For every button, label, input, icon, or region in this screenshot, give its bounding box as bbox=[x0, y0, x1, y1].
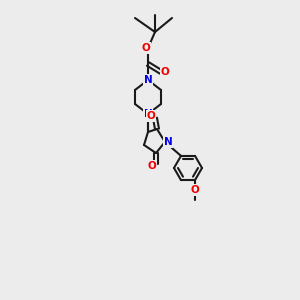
Text: O: O bbox=[160, 67, 169, 77]
Text: N: N bbox=[164, 137, 172, 147]
Text: O: O bbox=[190, 185, 200, 195]
Text: O: O bbox=[142, 43, 150, 53]
Text: N: N bbox=[144, 109, 152, 119]
Text: N: N bbox=[144, 75, 152, 85]
Text: O: O bbox=[148, 161, 156, 171]
Text: O: O bbox=[147, 111, 155, 121]
